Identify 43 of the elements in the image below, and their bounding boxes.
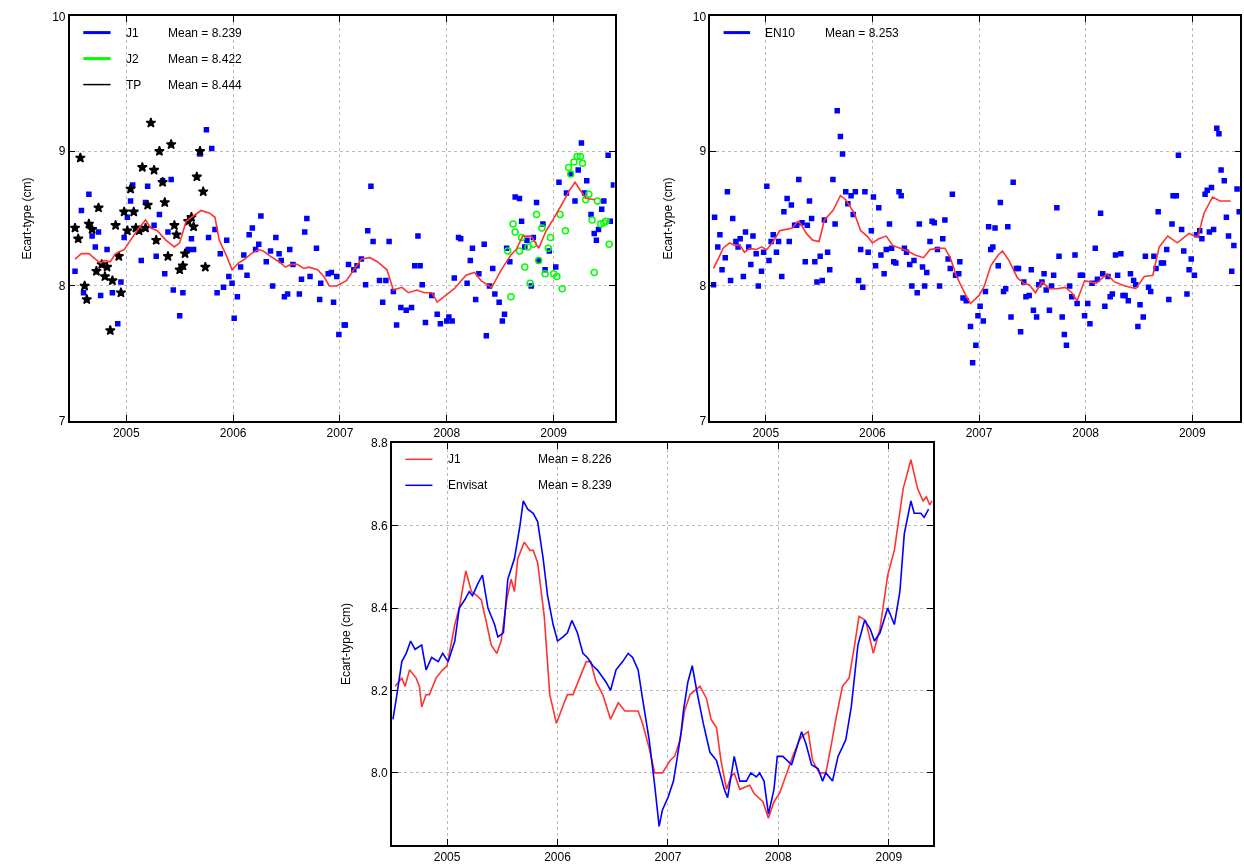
- x-tick-label: 2007: [654, 850, 682, 864]
- y-tick-label: 10: [52, 9, 66, 24]
- x-tick-label: 2008: [1072, 425, 1100, 440]
- legend-label: TP: [126, 78, 142, 92]
- y-axis-title: Ecart-type (cm): [660, 177, 675, 260]
- y-tick-label: 8.6: [371, 518, 389, 533]
- x-tick-label: 2008: [765, 850, 793, 864]
- x-tick-label: 2009: [875, 850, 903, 864]
- x-tick-label: 2005: [752, 425, 780, 440]
- y-tick-label: 8.0: [371, 766, 389, 781]
- y-axis-title: Ecart-type (cm): [338, 603, 353, 686]
- legend-label: J2: [126, 52, 139, 66]
- y-tick-label: 7: [58, 413, 66, 428]
- y-tick-label: 10: [692, 9, 707, 24]
- y-tick-label: 8: [699, 279, 707, 294]
- x-tick-label: 2006: [219, 425, 247, 440]
- x-tick-label: 2009: [540, 425, 568, 440]
- x-tick-label: 2005: [112, 425, 140, 440]
- annotation: Mean = 8.226: [538, 452, 613, 466]
- y-tick-label: 9: [58, 144, 66, 159]
- x-tick-label: 2007: [326, 425, 354, 440]
- x-tick-label: 2006: [859, 425, 887, 440]
- annotation: Mean = 8.239: [168, 26, 243, 40]
- y-tick-label: 8.8: [371, 436, 389, 451]
- y-axis-title: Ecart-type (cm): [19, 177, 34, 260]
- legend-label: EN10: [765, 26, 796, 40]
- y-tick-label: 8.2: [371, 683, 389, 698]
- legend-label: J1: [126, 26, 139, 40]
- x-tick-label: 2007: [965, 425, 993, 440]
- y-tick-label: 9: [699, 144, 707, 159]
- annotation: Mean = 8.253: [825, 26, 900, 40]
- x-tick-label: 2008: [433, 425, 461, 440]
- x-tick-label: 2006: [544, 850, 572, 864]
- legend-label: Envisat: [448, 478, 489, 492]
- y-tick-label: 8.4: [371, 601, 389, 616]
- annotation: Mean = 8.422: [168, 52, 243, 66]
- annotation: Mean = 8.444: [168, 78, 243, 92]
- x-tick-label: 2005: [433, 850, 461, 864]
- x-tick-label: 2009: [1178, 425, 1206, 440]
- y-tick-label: 7: [699, 413, 707, 428]
- annotation: Mean = 8.239: [538, 478, 613, 492]
- y-tick-label: 8: [58, 279, 66, 294]
- legend-label: J1: [448, 452, 461, 466]
